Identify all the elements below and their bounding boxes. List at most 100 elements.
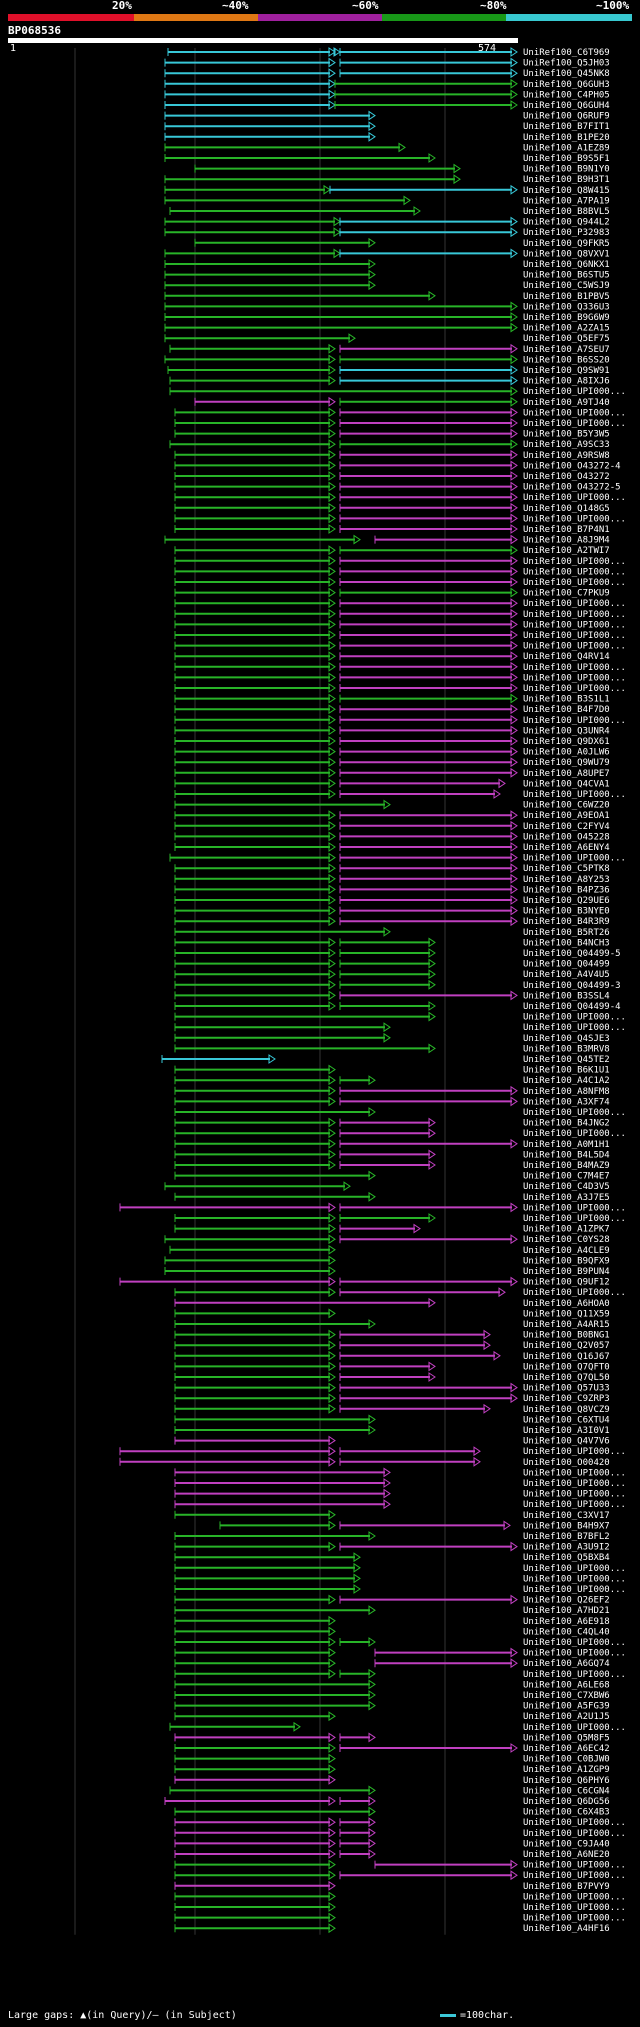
hit-label: UniRef100_B8BVL5 [523, 207, 610, 217]
hit-segment-arrow [510, 428, 518, 439]
hit-label: UniRef100_C4PH05 [523, 90, 610, 100]
hit-label: UniRef100_A3U9I2 [523, 1543, 610, 1553]
hit-row: UniRef100_O43272-5 [174, 481, 621, 493]
hit-label: UniRef100_UPI000... [523, 514, 626, 524]
identity-color-legend: 20% ~40% ~60% ~80% ~100% [0, 0, 640, 24]
hit-row: UniRef100_B6K1U1 [174, 1064, 610, 1076]
hit-segment-arrow [328, 524, 336, 534]
hit-segment-arrow [510, 534, 518, 545]
hit-label: UniRef100_Q8W415 [523, 186, 610, 196]
hit-row: UniRef100_A9EOA1 [174, 810, 610, 821]
hit-segment-arrow [510, 820, 518, 831]
hit-segment-arrow [510, 693, 518, 704]
hit-segment-arrow [328, 789, 336, 799]
hit-label: UniRef100_B7FIT1 [523, 122, 610, 132]
hit-row: UniRef100_C5PTK8 [174, 863, 610, 874]
hit-segment-arrow [368, 1107, 376, 1117]
hit-row: UniRef100_UPI000... [174, 492, 626, 503]
hit-row: UniRef100_B7FIT1 [164, 121, 610, 132]
hit-row: UniRef100_B3S1L1 [174, 693, 610, 705]
hit-row: UniRef100_C6WZ20 [174, 799, 610, 811]
hit-label: UniRef100_C2FYV4 [523, 822, 610, 832]
hit-segment-arrow [328, 1308, 336, 1319]
hit-label: UniRef100_UPI000... [523, 1129, 626, 1139]
hit-segment-arrow [328, 916, 336, 927]
hit-segment-arrow [383, 1467, 391, 1478]
hit-label: UniRef100_UPI000... [523, 1288, 626, 1298]
hit-label: UniRef100_Q04499-4 [523, 1002, 621, 1012]
hit-row: UniRef100_C2FYV4 [174, 820, 610, 832]
hit-row: UniRef100_A6E918 [174, 1615, 610, 1627]
hit-segment-arrow [510, 396, 518, 407]
hit-row: UniRef100_B5Y3W5 [174, 428, 610, 440]
hit-segment-arrow [510, 905, 518, 916]
hit-label: UniRef100_B6K1U1 [523, 1066, 610, 1076]
hit-label: UniRef100_B4L5D4 [523, 1150, 610, 1160]
hit-segment-arrow [328, 1838, 336, 1849]
hit-row: UniRef100_UPI000... [174, 1022, 626, 1033]
hit-segment-arrow [328, 1244, 336, 1255]
hit-segment-arrow [368, 1531, 376, 1541]
hit-row: UniRef100_UPI000... [174, 1011, 626, 1023]
hit-row: UniRef100_C0BJW0 [174, 1753, 610, 1765]
hit-label: UniRef100_B4NCH3 [523, 938, 610, 948]
hit-row: UniRef100_UPI000... [174, 1817, 626, 1828]
hit-row: UniRef100_A3XF74 [174, 1096, 610, 1107]
hit-label: UniRef100_Q9SW91 [523, 366, 610, 376]
hit-segment-arrow [328, 1870, 336, 1881]
hit-row: UniRef100_O00420 [119, 1456, 610, 1468]
hit-label: UniRef100_UPI000... [523, 408, 626, 418]
hit-segment-arrow [368, 1796, 376, 1806]
hit-label: UniRef100_B9QFX9 [523, 1256, 610, 1266]
hit-segment-arrow [328, 683, 336, 693]
hit-label: UniRef100_B4MAZ9 [523, 1161, 610, 1171]
hit-label: UniRef100_Q5M8F5 [523, 1733, 610, 1743]
hit-segment-arrow [428, 1128, 436, 1139]
hit-label: UniRef100_A7SEU7 [523, 345, 610, 355]
hit-segment-arrow [328, 1880, 336, 1891]
hit-label: UniRef100_Q6PHY6 [523, 1776, 610, 1786]
hit-segment-arrow [328, 746, 336, 757]
hit-segment-arrow [483, 1340, 491, 1351]
hit-label: UniRef100_A9RSW8 [523, 451, 610, 461]
hit-segment-arrow [328, 979, 336, 990]
hit-label: UniRef100_A8NFM8 [523, 1087, 610, 1097]
hit-row: UniRef100_Q04499-4 [174, 1001, 621, 1012]
hit-segment-arrow [368, 1170, 376, 1181]
hit-row: UniRef100_UPI000... [174, 1478, 626, 1489]
hit-segment-arrow [328, 428, 336, 439]
hit-segment-arrow [328, 937, 336, 948]
hit-row: UniRef100_B4H9X7 [219, 1520, 610, 1531]
hit-label: UniRef100_Q9WU79 [523, 758, 610, 768]
hit-segment-arrow [498, 1287, 506, 1298]
hit-label: UniRef100_A8Y253 [523, 875, 610, 885]
hit-segment-arrow [328, 598, 336, 609]
hit-row: UniRef100_Q9SW91 [167, 365, 610, 376]
hit-label: UniRef100_UPI000... [523, 631, 626, 641]
hit-segment-arrow [328, 778, 336, 789]
hit-segment-arrow [328, 651, 336, 662]
hit-label: UniRef100_A1ZGP9 [523, 1765, 610, 1775]
hit-segment-arrow [383, 1488, 391, 1499]
hit-row: UniRef100_Q45TE2 [161, 1054, 610, 1065]
hit-label: UniRef100_A6ENY4 [523, 843, 610, 853]
hit-segment-arrow [428, 290, 436, 301]
hit-segment-arrow [368, 110, 376, 121]
hit-segment-arrow [328, 693, 336, 704]
hit-segment-arrow [510, 608, 518, 619]
hit-segment-arrow [383, 1499, 391, 1510]
hit-segment-arrow [510, 757, 518, 768]
hit-segment-arrow [510, 683, 518, 693]
hit-row: UniRef100_B9H3T1 [164, 174, 610, 185]
hit-segment-arrow [493, 789, 501, 799]
hit-row: UniRef100_Q4RV14 [174, 651, 610, 662]
hit-segment-arrow [510, 471, 518, 481]
hit-label: UniRef100_UPI000... [523, 567, 626, 577]
hit-segment-arrow [328, 1637, 336, 1647]
hit-segment-arrow [510, 1393, 518, 1404]
hit-segment-arrow [328, 1859, 336, 1870]
hit-segment-arrow [510, 746, 518, 757]
hit-label: UniRef100_UPI000... [523, 1818, 626, 1828]
hit-segment-arrow [333, 47, 341, 57]
